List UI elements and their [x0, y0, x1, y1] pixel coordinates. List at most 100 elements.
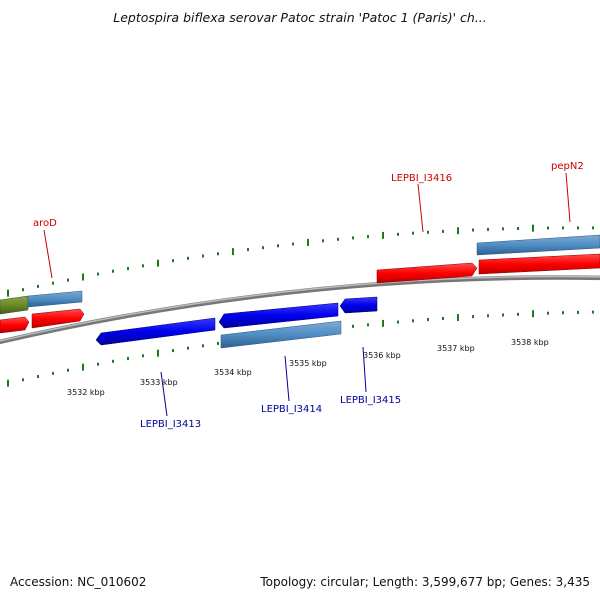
outer-tick-major	[382, 231, 384, 239]
inner-tick-minor	[592, 310, 594, 314]
inner-tick-minor	[502, 313, 504, 317]
inner-tick-minor	[217, 341, 219, 345]
outer-tick-minor	[97, 272, 99, 276]
reverse-gene-labels: LEPBI_I3413 LEPBI_I3414 LEPBI_I3415	[140, 346, 401, 430]
feature-navy-LEPBI_I3414[interactable]	[218, 302, 339, 329]
outer-tick-minor	[292, 242, 294, 246]
forward-strand-features	[0, 234, 600, 334]
inner-tick-minor	[112, 359, 114, 363]
outer-tick-minor	[472, 228, 474, 232]
scale-label-3535: 3535 kbp	[289, 359, 327, 368]
outer-tick-minor	[217, 252, 219, 256]
outer-tick-minor	[577, 226, 579, 230]
feature-red-LEPBI_I3416[interactable]	[376, 262, 478, 284]
outer-tick-minor	[337, 237, 339, 241]
outer-tick-major	[232, 248, 234, 256]
inner-tick-minor	[367, 323, 369, 327]
scale-label-3534: 3534 kbp	[214, 368, 252, 377]
gene-label-pepN2[interactable]: pepN2	[551, 161, 584, 172]
inner-tick-major	[82, 363, 84, 371]
outer-tick-minor	[397, 232, 399, 236]
inner-tick-minor	[397, 320, 399, 324]
reverse-strand-features	[95, 296, 378, 349]
outer-tick-minor	[127, 267, 129, 270]
genome-summary-text: Topology: circular; Length: 3,599,677 bp…	[260, 575, 590, 589]
inner-tick-major	[382, 319, 384, 327]
scale-label-3538: 3538 kbp	[511, 338, 549, 347]
feature-navy-LEPBI_I3413[interactable]	[95, 317, 216, 346]
outer-tick-minor	[202, 254, 204, 258]
gene-label-LEPBI_I3416[interactable]: LEPBI_I3416	[391, 173, 452, 184]
outer-tick-minor	[22, 288, 24, 292]
outer-tick-minor	[487, 227, 489, 231]
outer-tick-minor	[262, 246, 264, 250]
inner-tick-minor	[487, 314, 489, 318]
gene-label-LEPBI_I3414[interactable]: LEPBI_I3414	[261, 404, 322, 415]
inner-tick-major	[532, 310, 534, 318]
callout-aroD	[43, 229, 53, 279]
inner-tick-minor	[37, 375, 39, 378]
inner-tick-major	[157, 349, 159, 357]
inner-tick-major	[457, 314, 459, 321]
outer-tick-minor	[502, 227, 504, 231]
inner-tick-minor	[517, 312, 519, 316]
callout-LEPBI_I3413	[160, 371, 168, 417]
outer-tick-major	[157, 259, 159, 267]
gene-label-LEPBI_I3415[interactable]: LEPBI_I3415	[340, 395, 401, 406]
feature-blue-pepN2-upper[interactable]	[476, 234, 600, 256]
outer-tick-minor	[52, 281, 54, 285]
feature-red-partial-left[interactable]	[0, 316, 30, 334]
feature-navy-LEPBI_I3415[interactable]	[339, 296, 378, 314]
outer-tick-major	[532, 224, 534, 232]
outer-tick-major	[307, 238, 309, 246]
outer-tick-major	[82, 273, 84, 281]
outer-tick-minor	[142, 264, 144, 268]
forward-gene-labels: aroD LEPBI_I3416 pepN2	[33, 161, 584, 279]
outer-tick-minor	[562, 226, 564, 230]
outer-tick-minor	[547, 226, 549, 230]
genome-backbone	[0, 275, 600, 345]
inner-tick-minor	[562, 311, 564, 315]
map-title: Leptospira biflexa serovar Patoc strain …	[113, 10, 487, 25]
genome-backbone-highlight	[0, 275, 600, 342]
inner-tick-minor	[352, 324, 354, 328]
inner-tick-minor	[577, 310, 579, 314]
outer-tick-minor	[37, 284, 39, 288]
outer-tick-minor	[172, 259, 174, 263]
inner-tick-minor	[67, 368, 69, 372]
inner-tick-major	[7, 379, 9, 387]
scale-label-3533: 3533 kbp	[140, 378, 178, 387]
outer-tick-minor	[67, 278, 69, 282]
outer-tick-minor	[112, 269, 114, 273]
inner-tick-minor	[127, 357, 129, 360]
outer-tick-minor	[517, 227, 519, 230]
inner-tick-minor	[442, 317, 444, 320]
scale-label-3532: 3532 kbp	[67, 388, 105, 397]
gene-label-aroD[interactable]: aroD	[33, 218, 57, 229]
inner-tick-minor	[22, 378, 24, 382]
gene-label-LEPBI_I3413[interactable]: LEPBI_I3413	[140, 419, 201, 430]
outer-scale-ticks	[7, 224, 594, 297]
outer-tick-minor	[352, 236, 354, 240]
callout-LEPBI_I3414	[284, 355, 290, 402]
outer-tick-major	[7, 289, 9, 297]
inner-tick-minor	[142, 354, 144, 358]
outer-tick-minor	[247, 248, 249, 252]
accession-text: Accession: NC_010602	[10, 575, 147, 589]
feature-green-partial[interactable]	[0, 295, 29, 315]
feature-blue-aroD-upper[interactable]	[27, 290, 83, 308]
outer-tick-minor	[187, 256, 189, 260]
outer-tick-major	[457, 227, 459, 235]
inner-tick-minor	[472, 315, 474, 319]
inner-tick-minor	[547, 311, 549, 315]
callout-LEPBI_I3416	[417, 183, 424, 233]
feature-red-aroD[interactable]	[31, 308, 85, 329]
inner-tick-minor	[52, 371, 54, 375]
feature-blue-LEPBI_I3414-lower[interactable]	[220, 320, 342, 349]
scale-labels: 3532 kbp 3533 kbp 3534 kbp 3535 kbp 3536…	[67, 338, 549, 397]
inner-tick-minor	[187, 346, 189, 350]
feature-red-pepN2[interactable]	[478, 253, 600, 275]
callout-LEPBI_I3415	[362, 346, 367, 393]
outer-tick-minor	[427, 230, 429, 234]
inner-tick-minor	[412, 319, 414, 323]
